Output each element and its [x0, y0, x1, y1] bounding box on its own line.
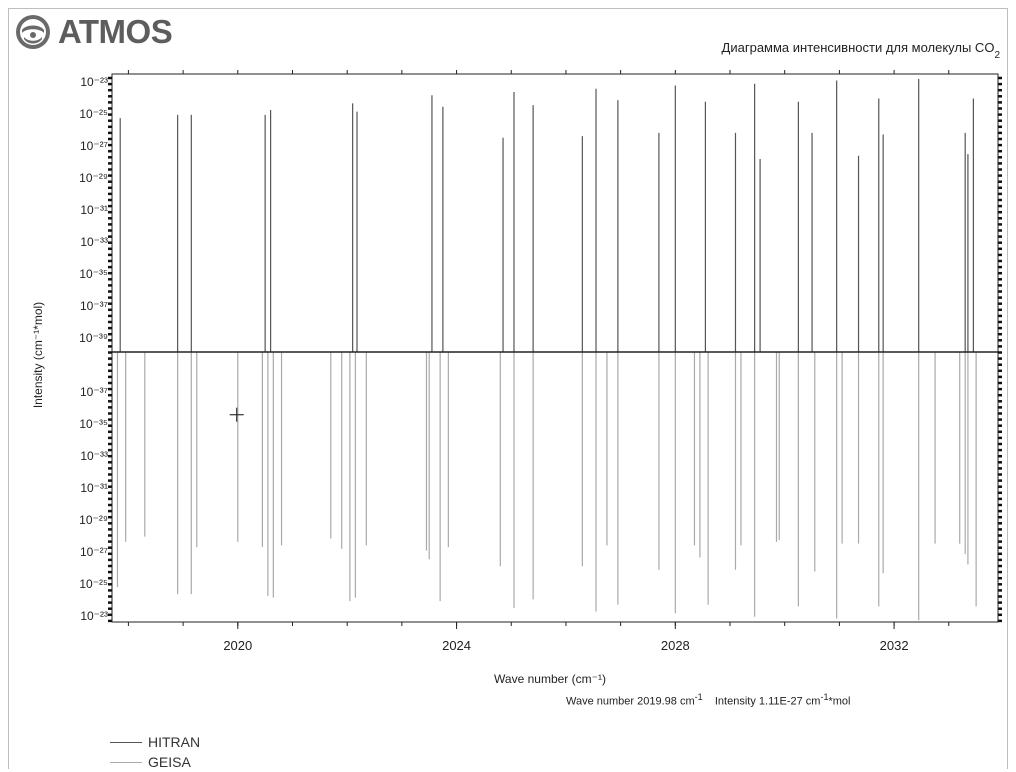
plot-area[interactable]: 10⁻²³ 10⁻²⁵ 10⁻²⁷ 10⁻²⁹ 10⁻³¹ 10⁻³³ 10⁻³⁵ 10⁻³⁷… — [79, 70, 1002, 653]
intensity-unit: cm — [805, 695, 821, 708]
wave-unit-exp: -1 — [694, 692, 703, 702]
wave-label: Wave number — [566, 695, 635, 708]
x-axis-label: Wave number (cm⁻¹) — [494, 672, 606, 686]
y-tick-label-bottom: 10⁻²⁹ — [79, 513, 108, 527]
window-frame-right — [1007, 8, 1008, 769]
wave-unit: cm — [679, 695, 695, 708]
intensity-unit-tail: *mol — [828, 695, 851, 708]
chart-title-subscript: 2 — [994, 50, 1000, 61]
y-tick-label-bottom: 10⁻²⁵ — [79, 577, 108, 591]
x-tick-label: 2032 — [880, 638, 909, 653]
atmos-logo: ATMOS — [14, 12, 173, 52]
y-tick-label-bottom: 10⁻²³ — [80, 609, 108, 623]
legend-swatch-hitran — [110, 741, 142, 743]
legend-label-hitran: HITRAN — [148, 734, 201, 750]
x-tick-label: 2020 — [223, 638, 252, 653]
window-frame-top — [8, 8, 1008, 9]
y-axis-label: Intensity (cm⁻¹*mol) — [31, 302, 45, 408]
y-tick-label-bottom: 10⁻³¹ — [80, 481, 108, 495]
chart-title: Диаграмма интенсивности для молекулы CO2 — [722, 40, 1001, 61]
wave-value: 2019.98 — [637, 695, 677, 708]
legend: HITRAN GEISA — [110, 732, 200, 772]
y-tick-label-top: 10⁻²⁷ — [80, 139, 108, 153]
x-tick-label: 2028 — [661, 638, 690, 653]
y-tick-label-top: 10⁻³⁹ — [79, 331, 108, 345]
y-tick-label-bottom: 10⁻³⁷ — [80, 385, 108, 399]
y-tick-label-top: 10⁻²³ — [80, 75, 108, 89]
logo-text: ATMOS — [58, 13, 173, 50]
y-tick-label-bottom: 10⁻³³ — [80, 449, 108, 463]
y-tick-label-top: 10⁻³¹ — [80, 203, 108, 217]
cursor-readout: Wave number 2019.98 cm-1 Intensity 1.11E… — [566, 692, 851, 708]
y-tick-label-top: 10⁻³⁵ — [79, 267, 108, 281]
intensity-unit-exp: -1 — [820, 692, 829, 702]
window-frame-left — [8, 8, 9, 769]
y-tick-label-bottom: 10⁻³⁵ — [79, 417, 108, 431]
atmos-globe-icon — [16, 15, 50, 49]
y-tick-label-bottom: 10⁻²⁷ — [80, 545, 108, 559]
plot-frame — [111, 73, 999, 623]
intensity-label: Intensity — [714, 695, 756, 708]
legend-swatch-geisa — [110, 761, 142, 763]
chart-title-main: Диаграмма интенсивности для молекулы CO — [722, 40, 995, 55]
y-tick-label-top: 10⁻³⁷ — [80, 299, 108, 313]
y-tick-label-top: 10⁻²⁵ — [79, 107, 108, 121]
legend-item-hitran[interactable]: HITRAN — [110, 732, 200, 752]
legend-label-geisa: GEISA — [148, 754, 191, 770]
y-tick-label-top: 10⁻²⁹ — [79, 171, 108, 185]
legend-item-geisa[interactable]: GEISA — [110, 752, 200, 772]
y-tick-label-top: 10⁻³³ — [80, 235, 108, 249]
intensity-value: 1.11E-27 — [758, 695, 803, 708]
x-tick-label: 2024 — [442, 638, 471, 653]
